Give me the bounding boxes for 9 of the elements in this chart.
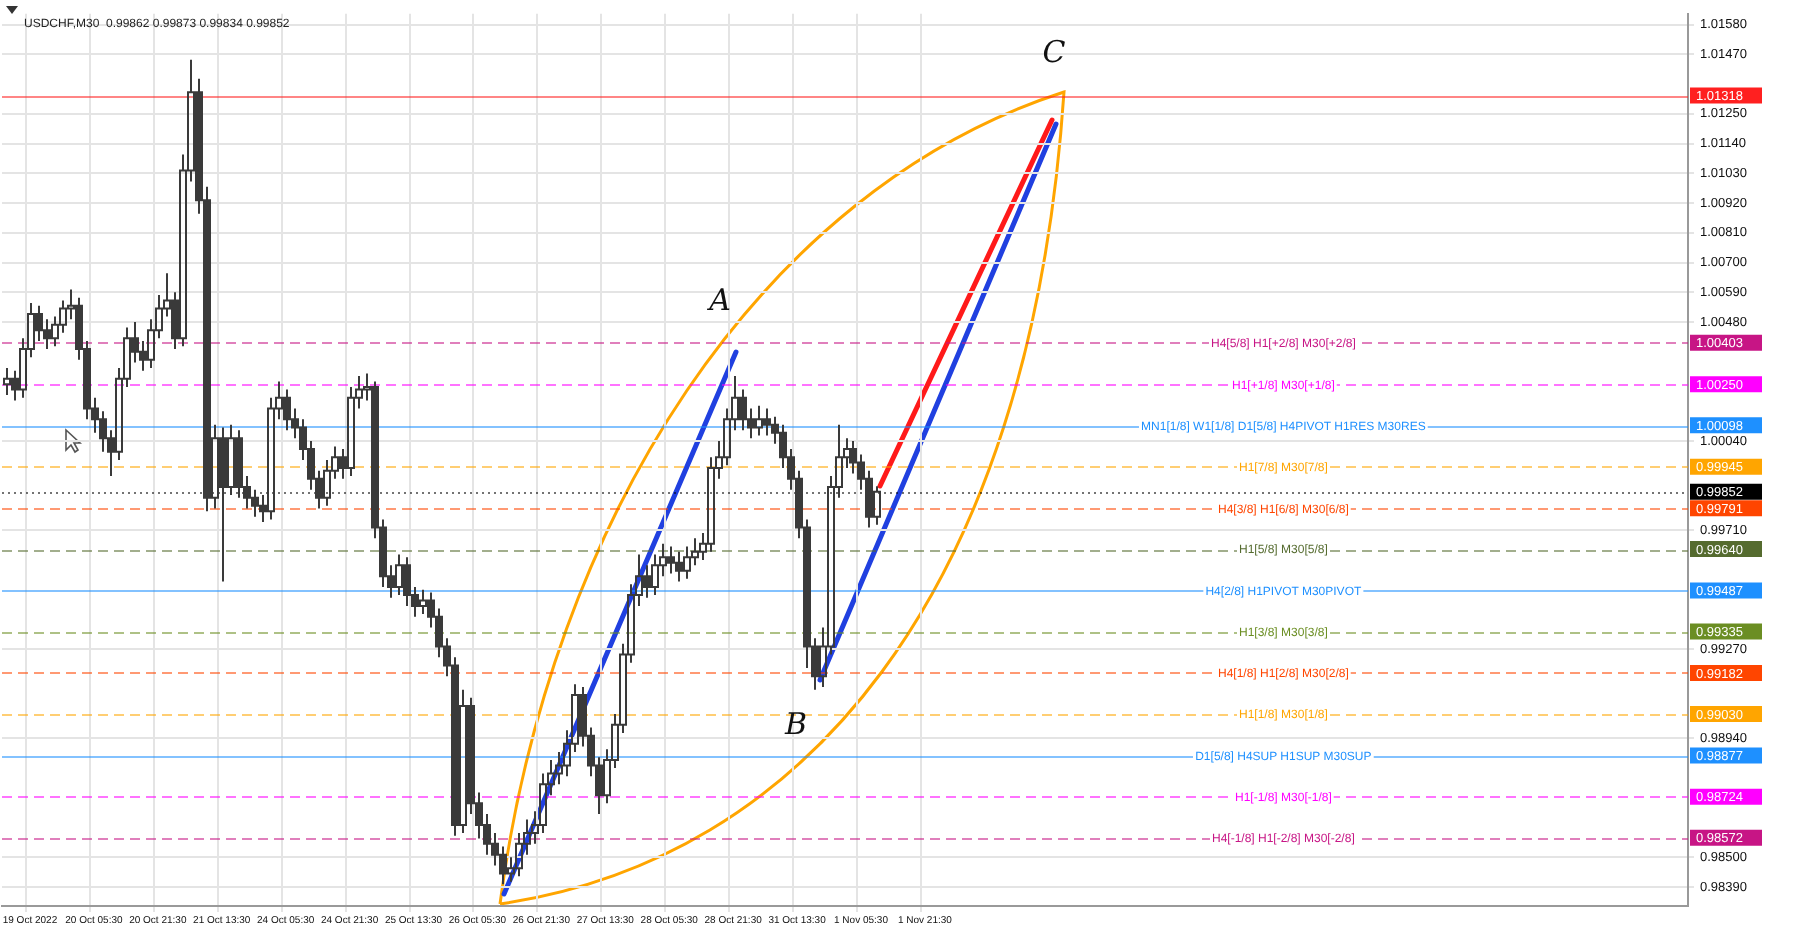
annotation: B [784,706,808,742]
annotation: A [709,282,731,318]
candlestick [683,545,691,580]
candlestick [395,553,403,597]
candlestick [227,423,235,497]
candlestick [755,404,763,437]
annotation: C [1042,34,1066,70]
candlestick [3,366,11,397]
candlestick [419,588,427,616]
